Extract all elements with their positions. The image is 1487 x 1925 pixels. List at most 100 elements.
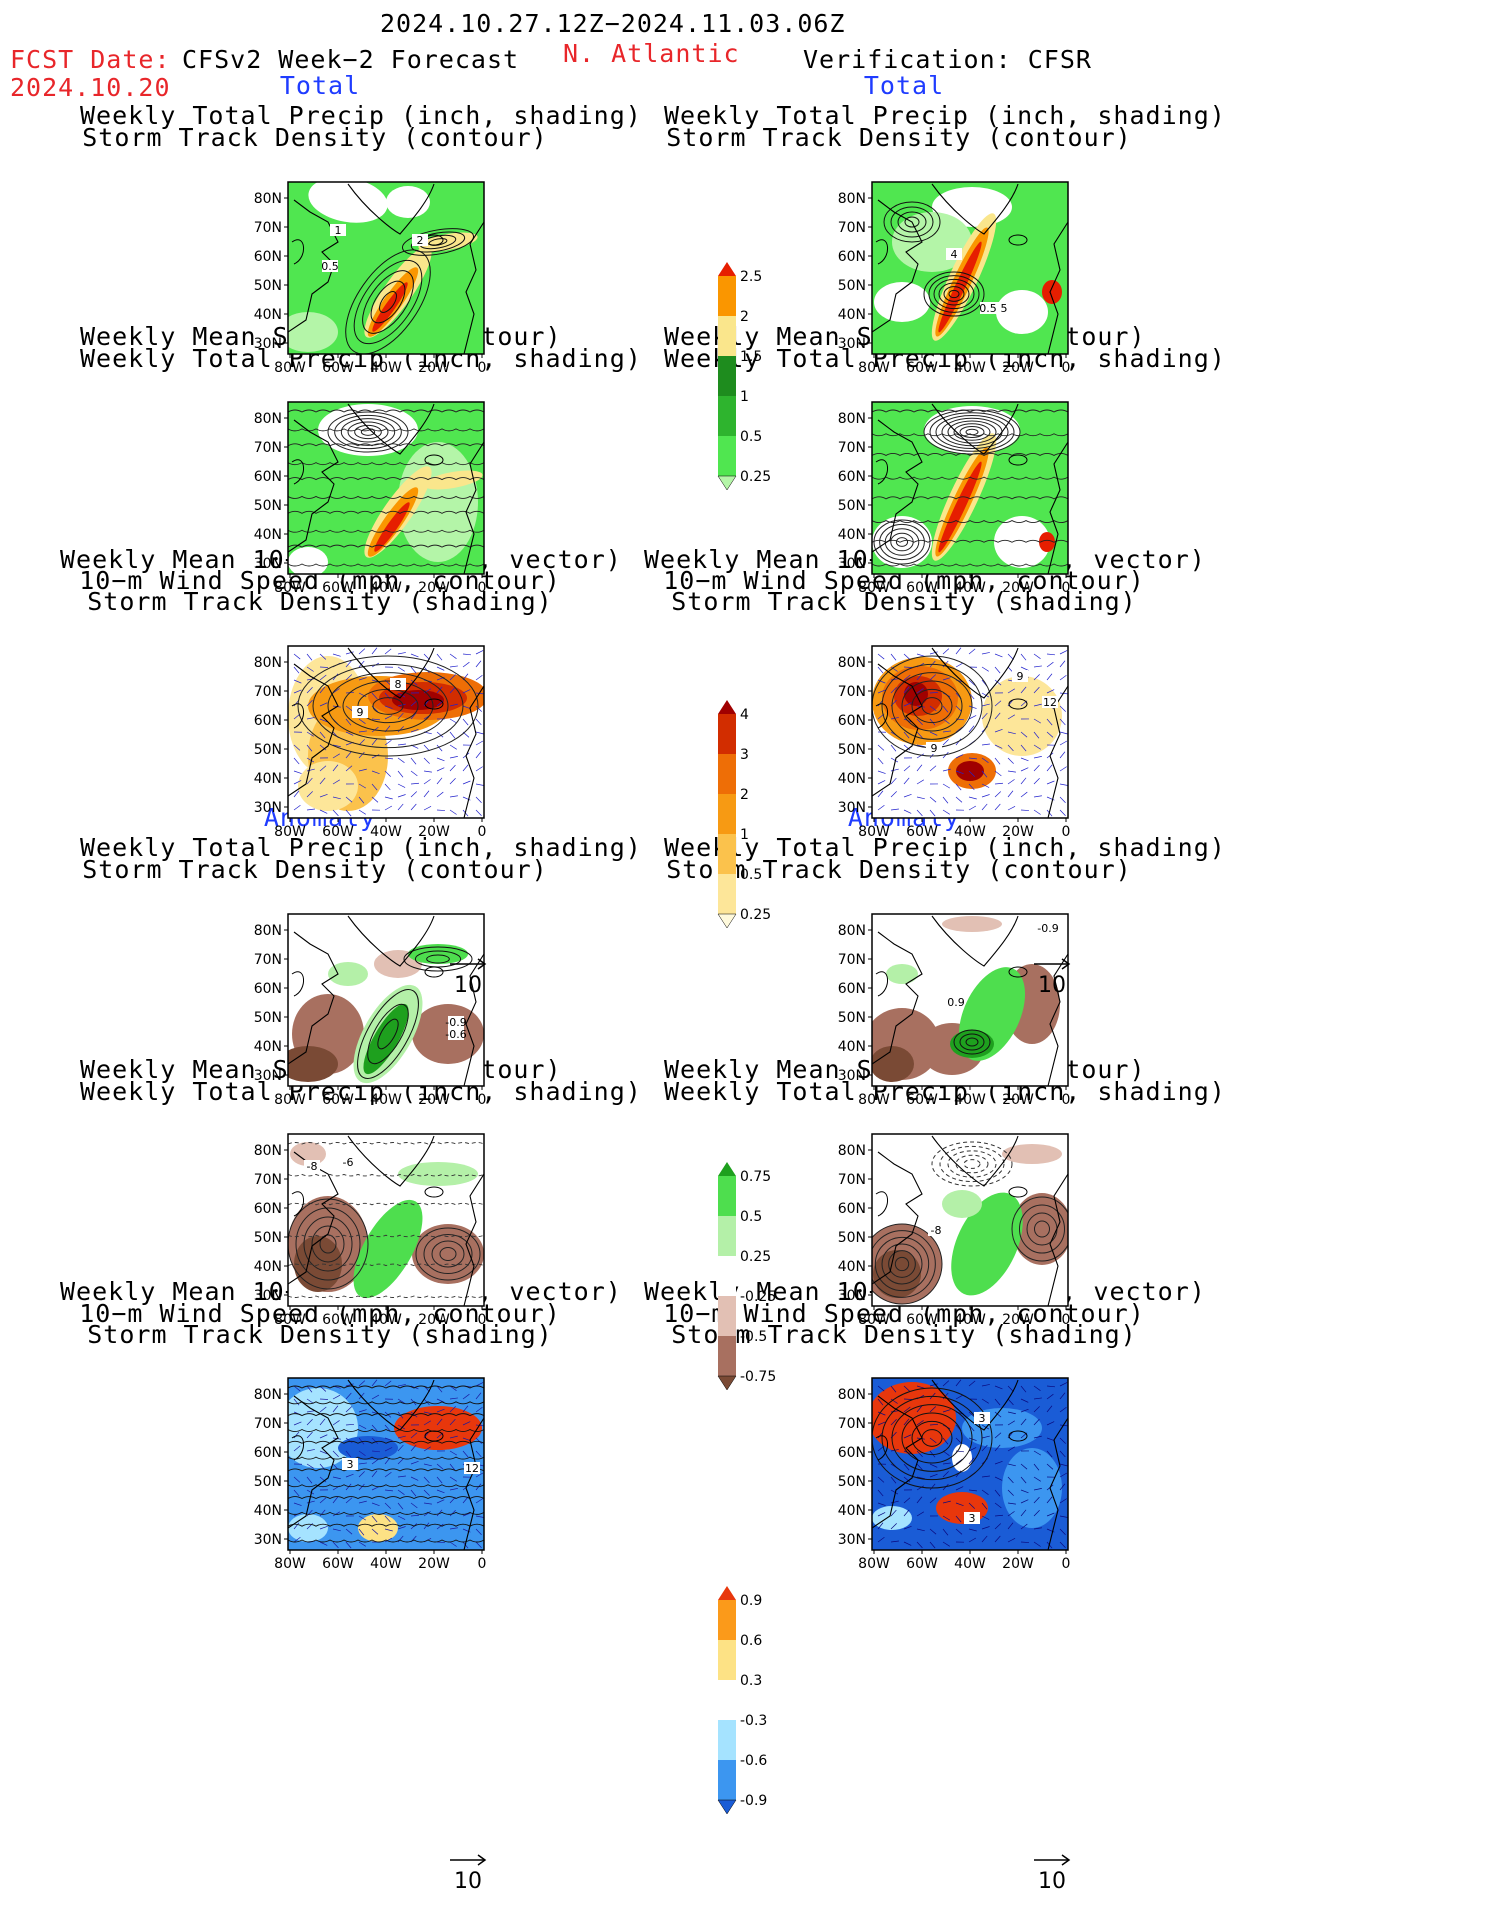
vector-arrow-icon bbox=[1034, 958, 1071, 970]
wind-vector bbox=[1033, 1510, 1040, 1517]
contour-line bbox=[288, 1428, 484, 1432]
lon-tick-label: 80W bbox=[858, 1556, 890, 1572]
contour-line bbox=[401, 228, 475, 256]
wind-vector bbox=[1046, 1512, 1055, 1517]
wind-vector bbox=[449, 1418, 456, 1426]
lat-tick-label: 70N bbox=[838, 684, 866, 700]
colorbar-box bbox=[718, 1600, 736, 1640]
precip-anom-colorbar: -0.75 -0.5 -0.25 0.25 0.5 0.75 bbox=[716, 1162, 796, 1414]
wind-vector bbox=[293, 1445, 301, 1452]
wind-vector bbox=[293, 689, 302, 694]
coastline bbox=[875, 703, 888, 729]
contour-line bbox=[327, 411, 409, 453]
colorbar-label: 3 bbox=[740, 747, 749, 763]
shaded-region bbox=[353, 1199, 423, 1299]
contour-line bbox=[415, 1227, 481, 1281]
lat-tick-label: 30N bbox=[838, 1288, 866, 1304]
wind-vector bbox=[1046, 673, 1053, 681]
contour-line bbox=[872, 409, 1068, 413]
fc-anom-precip-map: -0.9 -0.6 80N 70N 60N 50N 40N 30N 80W 60W 40W 20W 0 bbox=[200, 882, 500, 1112]
lat-tick-label: 80N bbox=[254, 655, 282, 671]
contour-line bbox=[288, 1440, 484, 1444]
lat-tick-label: 60N bbox=[838, 1201, 866, 1217]
wind-vector bbox=[1007, 790, 1014, 798]
wind-vector bbox=[890, 653, 897, 661]
wind-vector bbox=[462, 661, 470, 668]
vector-arrow-icon bbox=[450, 958, 487, 970]
wind-vector bbox=[462, 1496, 469, 1504]
wind-vector bbox=[890, 666, 898, 672]
wind-vector bbox=[345, 1392, 352, 1400]
wind-vector bbox=[410, 666, 417, 674]
lat-tick-label: 50N bbox=[254, 1010, 282, 1026]
wind-vector bbox=[371, 692, 378, 700]
wind-vector bbox=[371, 718, 380, 721]
contour-label: -8 bbox=[931, 1224, 942, 1237]
wind-vector bbox=[319, 1418, 326, 1426]
wind-vector bbox=[319, 765, 327, 772]
contour-line bbox=[288, 1496, 484, 1500]
colorbar-box bbox=[718, 276, 736, 316]
lat-tick-label: 80N bbox=[838, 1143, 866, 1159]
wind-vector bbox=[371, 1437, 378, 1444]
wind-vector bbox=[916, 673, 923, 681]
wind-vector bbox=[929, 1383, 938, 1387]
contour-line bbox=[297, 655, 479, 757]
wind-vector bbox=[410, 1432, 418, 1439]
coastline bbox=[1008, 1430, 1028, 1442]
wind-vector bbox=[955, 1528, 963, 1535]
colorbar-box bbox=[718, 834, 736, 874]
contour-label-bg bbox=[352, 706, 368, 718]
wind-vector bbox=[942, 730, 951, 733]
lon-tick-label: 20W bbox=[418, 360, 450, 376]
contour-line bbox=[288, 443, 484, 447]
wind-vector bbox=[890, 1410, 899, 1413]
wind-vector bbox=[293, 1476, 301, 1483]
lat-tick-label: 50N bbox=[838, 278, 866, 294]
wind-vector bbox=[916, 1450, 923, 1457]
contour-line bbox=[874, 1236, 930, 1292]
contour-line bbox=[295, 1207, 361, 1281]
lon-tick-label: 40W bbox=[370, 1092, 402, 1108]
contour-line bbox=[929, 412, 1015, 452]
map-svg: -8 -6 80N 70N 60N 50N 40N 30N 80W 60W 40W 20W 0 bbox=[254, 1133, 486, 1328]
wind-vector bbox=[916, 764, 923, 772]
wind-vector bbox=[1007, 1537, 1016, 1543]
contour-label-bg bbox=[304, 1160, 320, 1172]
wind-vector bbox=[1059, 674, 1067, 681]
wind-vector bbox=[436, 1385, 443, 1393]
wind-vector bbox=[1020, 1385, 1027, 1393]
wind-vector bbox=[981, 666, 989, 672]
contour-line bbox=[872, 1387, 993, 1489]
wind-vector bbox=[929, 1483, 936, 1491]
wind-vector bbox=[916, 796, 925, 800]
wind-vector bbox=[981, 1475, 990, 1478]
lon-tick-label: 80W bbox=[858, 580, 890, 596]
lat-tick-label: 70N bbox=[838, 220, 866, 236]
coastline bbox=[1008, 234, 1028, 246]
wind-vector bbox=[449, 1435, 458, 1439]
wind-vector bbox=[877, 1421, 886, 1426]
wind-vector bbox=[332, 1541, 339, 1549]
coastline bbox=[347, 915, 435, 967]
contour-line bbox=[963, 1159, 981, 1169]
wind-vector bbox=[1007, 1446, 1016, 1452]
colorbar-cap-top bbox=[718, 1162, 736, 1176]
contour-line bbox=[312, 663, 464, 749]
wind-vector bbox=[332, 809, 339, 817]
contour-line bbox=[288, 563, 484, 567]
lat-tick-label: 70N bbox=[254, 684, 282, 700]
wind-vector bbox=[345, 809, 352, 817]
wind-vector bbox=[475, 1515, 484, 1518]
fcst-date-value: 2024.10.20 bbox=[10, 73, 171, 102]
wind-vector bbox=[306, 1419, 313, 1426]
lat-tick-label: 60N bbox=[254, 981, 282, 997]
contour-line bbox=[288, 1173, 484, 1177]
wind-vector bbox=[968, 1411, 976, 1418]
wind-vector bbox=[449, 744, 457, 750]
wind-vector bbox=[903, 777, 910, 785]
wind-vector bbox=[306, 699, 313, 707]
wind-vector bbox=[1020, 731, 1028, 738]
wind-vector bbox=[1059, 692, 1068, 695]
wind-vector bbox=[397, 703, 406, 707]
